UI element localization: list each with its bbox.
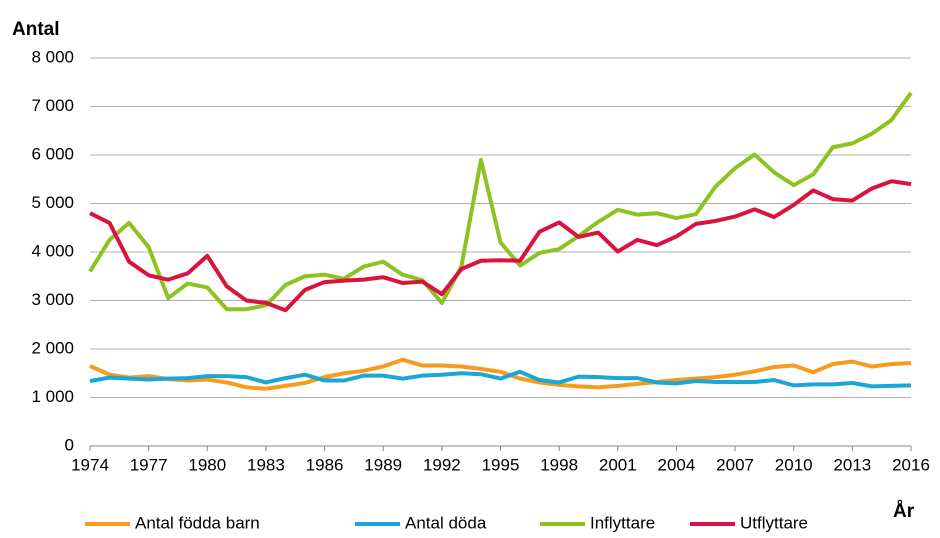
x-tick-label: 1980 [188, 455, 226, 474]
x-tick-label: 2013 [833, 455, 871, 474]
y-tick-label: 3 000 [31, 290, 74, 309]
y-tick-label: 0 [65, 435, 74, 454]
x-tick-label: 1974 [71, 455, 109, 474]
x-tick-label: 2004 [658, 455, 696, 474]
y-tick-label: 8 000 [31, 47, 74, 66]
series-line [89, 369, 912, 389]
y-tick-label: 5 000 [31, 193, 74, 212]
x-tick-label: 1986 [306, 455, 344, 474]
legend-label: Inflyttare [590, 513, 655, 532]
series-line [89, 179, 912, 313]
x-axis-title: År [893, 501, 915, 522]
x-tick-label: 2007 [716, 455, 754, 474]
series-line [88, 91, 913, 312]
x-tick-label: 2016 [892, 455, 930, 474]
x-tick-label: 1995 [482, 455, 520, 474]
x-tick-label: 1989 [364, 455, 402, 474]
x-tick-label: 1992 [423, 455, 461, 474]
x-tick-label: 1983 [247, 455, 285, 474]
y-tick-label: 6 000 [31, 144, 74, 163]
legend-label: Utflyttare [740, 513, 808, 532]
legend-label: Antal födda barn [135, 513, 260, 532]
y-tick-label: 2 000 [31, 338, 74, 357]
x-tick-label: 1977 [130, 455, 168, 474]
x-tick-label: 1998 [540, 455, 578, 474]
y-tick-label: 4 000 [31, 241, 74, 260]
legend-label: Antal döda [405, 513, 487, 532]
x-tick-label: 2001 [599, 455, 637, 474]
x-tick-label: 2010 [775, 455, 813, 474]
series-line [89, 357, 912, 391]
y-tick-label: 1 000 [31, 387, 74, 406]
y-tick-label: 7 000 [31, 96, 74, 115]
y-axis-title: Antal [12, 19, 60, 40]
